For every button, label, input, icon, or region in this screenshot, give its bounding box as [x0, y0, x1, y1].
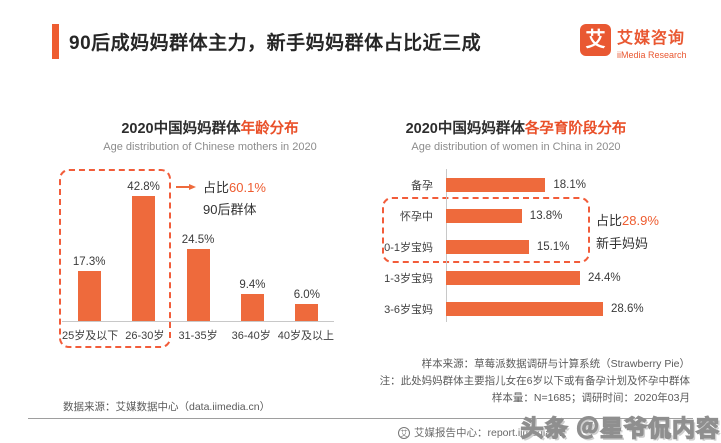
bar-column: 24.5%	[171, 168, 225, 321]
category-label: 1-3岁宝妈	[384, 273, 433, 285]
bar-row: 0-1岁宝妈 15.1%	[384, 240, 720, 254]
bar-value-label: 24.5%	[181, 234, 215, 247]
category-label: 备孕	[411, 180, 433, 192]
age-annotation-label: 90后群体	[203, 202, 257, 217]
category-label: 怀孕中	[400, 211, 433, 223]
iimedia-logo: 艾 艾媒咨询 iiMedia Research	[580, 24, 687, 60]
bar	[446, 209, 522, 223]
age-annotation-share: 占比60.1%	[203, 177, 266, 196]
bar-value-label: 6.0%	[293, 288, 320, 301]
data-source-text: 数据来源：艾媒数据中心（data.iimedia.cn）	[63, 401, 271, 413]
new-mother-dashed-box	[382, 197, 590, 263]
report-center-text: 艾媒报告中心：report.iimedia.cn	[414, 427, 566, 439]
bar-value-label: 24.4%	[588, 272, 621, 284]
footer-divider	[28, 418, 693, 419]
age-chart-title-main: 2020中国妈妈群体	[121, 121, 241, 137]
bar	[240, 293, 264, 321]
bar-row: 备孕 18.1%	[384, 178, 720, 192]
annotation-arrow-icon	[176, 184, 196, 190]
bar-value-label: 13.8%	[529, 210, 563, 222]
toutiao-watermark: 头条 ＠星爷侃内容	[520, 414, 720, 441]
note-line: 样本来源：草莓派数据调研与计算系统（Strawberry Pie）	[421, 358, 690, 370]
stage-annotation-share: 占比28.9%	[596, 210, 659, 229]
iimedia-logo-icon: 艾	[580, 24, 611, 56]
logo-name-cn: 艾媒咨询	[617, 30, 686, 47]
sample-notes: 样本来源：草莓派数据调研与计算系统（Strawberry Pie） 注：此处妈妈…	[380, 356, 690, 407]
bar	[446, 302, 603, 316]
report-center-line: 艾 艾媒报告中心：report.iimedia.cn	[398, 425, 565, 440]
stage-annotation-label: 新手妈妈	[596, 236, 649, 251]
bar	[446, 240, 529, 254]
bar-value-label: 42.8%	[127, 181, 160, 193]
age-chart-categories: 25岁及以下 26-30岁 31-35岁 36-40岁 40岁及以上	[62, 327, 334, 343]
age-chart-plot: 17.3% 42.8% 24.5% 9.4% 6.0%	[62, 168, 334, 322]
stage-chart-title-highlight: 各孕育阶段分布	[524, 121, 627, 137]
bar	[446, 271, 580, 285]
bar	[186, 249, 210, 321]
category-label: 31-35岁	[178, 330, 218, 342]
stage-annotation-prefix: 占比	[596, 213, 623, 228]
age-annotation-value: 60.1%	[229, 180, 266, 195]
stage-annotation-value: 28.9%	[622, 213, 659, 228]
stage-chart-rows: 备孕 18.1% 怀孕中 13.8% 0-1岁宝妈 15.1% 1-3岁宝妈 24.4% 3-6…	[384, 178, 720, 333]
bar-column: 17.3%	[62, 168, 116, 321]
category-label: 26-30岁	[125, 330, 165, 342]
bar-column: 42.8%	[116, 168, 170, 321]
bar	[446, 178, 546, 192]
stage-chart-title: 2020中国妈妈群体各孕育阶段分布	[386, 117, 646, 138]
bar-row: 1-3岁宝妈 24.4%	[384, 271, 720, 285]
age-chart-title: 2020中国妈妈群体年龄分布	[60, 117, 360, 138]
age-chart-title-highlight: 年龄分布	[240, 121, 299, 137]
age-group-dashed-box	[59, 169, 171, 348]
category-label: 36-40岁	[231, 330, 271, 342]
bar-value-label: 9.4%	[239, 278, 266, 291]
bar-value-label: 28.6%	[611, 303, 644, 315]
page-title: 90后成妈妈群体主力，新手妈妈群体占比近三成	[69, 33, 482, 54]
category-label: 25岁及以下	[62, 330, 119, 342]
bar	[77, 270, 101, 321]
logo-name-en: iiMedia Research	[617, 50, 687, 60]
bar	[295, 303, 319, 321]
note-line: 样本量：N=1685；调研时间：2020年03月	[491, 392, 690, 404]
report-center-icon: 艾	[398, 426, 410, 439]
category-label: 0-1岁宝妈	[384, 242, 433, 254]
iimedia-logo-text: 艾媒咨询 iiMedia Research	[617, 24, 687, 60]
note-line: 注：此处妈妈群体主要指儿女在6岁以下或有备孕计划及怀孕中群体	[379, 375, 690, 387]
category-label: 40岁及以上	[277, 330, 335, 342]
stage-chart-title-main: 2020中国妈妈群体	[405, 121, 525, 137]
bar-column: 6.0%	[280, 168, 334, 321]
bar-row: 怀孕中 13.8%	[384, 209, 720, 223]
title-accent-bar	[52, 24, 59, 59]
age-chart-subtitle: Age distribution of Chinese mothers in 2…	[103, 141, 317, 153]
stage-chart-subtitle: Age distribution of women in China in 20…	[411, 141, 621, 153]
age-annotation-prefix: 占比	[203, 180, 230, 195]
bar-value-label: 15.1%	[536, 241, 570, 253]
bar-row: 3-6岁宝妈 28.6%	[384, 302, 720, 316]
bar-value-label: 17.3%	[72, 255, 106, 268]
bar-value-label: 18.1%	[553, 179, 586, 191]
category-label: 3-6岁宝妈	[384, 304, 433, 316]
bar-column: 9.4%	[225, 168, 279, 321]
bar	[132, 196, 156, 321]
